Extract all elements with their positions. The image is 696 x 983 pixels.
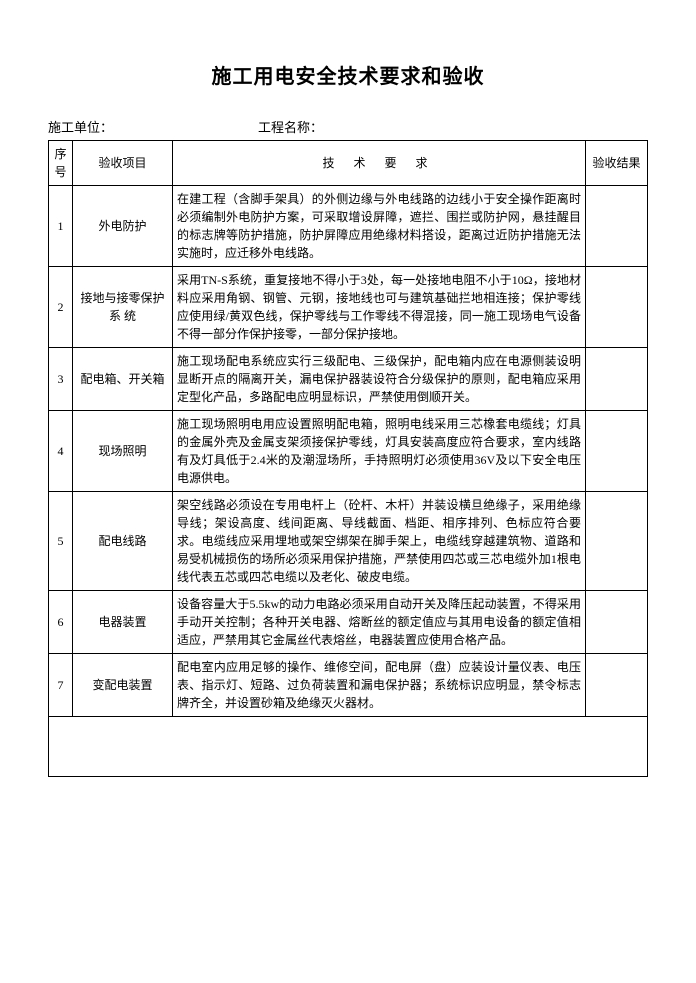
table-header-row: 序号 验收项目 技 术 要 求 验收结果 [49, 141, 648, 186]
header-line: 施工单位： 工程名称： [48, 117, 648, 136]
cell-req: 配电室内应用足够的操作、维修空间，配电屏（盘）应装设计量仪表、电压表、指示灯、短… [173, 654, 586, 717]
requirements-table: 序号 验收项目 技 术 要 求 验收结果 1 外电防护 在建工程（含脚手架具）的… [48, 140, 648, 777]
cell-req: 采用TN-S系统，重复接地不得小于3处，每一处接地电阻不小于10Ω，接地材料应采… [173, 267, 586, 348]
project-label: 工程名称： [258, 117, 323, 136]
col-header-item: 验收项目 [73, 141, 173, 186]
col-header-result: 验收结果 [586, 141, 648, 186]
cell-item: 接地与接零保护系 统 [73, 267, 173, 348]
cell-req: 施工现场照明电用应设置照明配电箱，照明电线采用三芯橡套电缆线；灯具的金属外壳及金… [173, 411, 586, 492]
cell-result [586, 411, 648, 492]
table-row: 5 配电线路 架空线路必须设在专用电杆上（砼杆、木杆）并装设横旦绝缘子，采用绝缘… [49, 492, 648, 591]
cell-req: 在建工程（含脚手架具）的外侧边缘与外电线路的边线小于安全操作距离时必须编制外电防… [173, 186, 586, 267]
table-row: 1 外电防护 在建工程（含脚手架具）的外侧边缘与外电线路的边线小于安全操作距离时… [49, 186, 648, 267]
cell-no: 6 [49, 591, 73, 654]
table-row: 4 现场照明 施工现场照明电用应设置照明配电箱，照明电线采用三芯橡套电缆线；灯具… [49, 411, 648, 492]
col-header-req: 技 术 要 求 [173, 141, 586, 186]
empty-cell [49, 717, 648, 777]
cell-no: 7 [49, 654, 73, 717]
table-row: 7 变配电装置 配电室内应用足够的操作、维修空间，配电屏（盘）应装设计量仪表、电… [49, 654, 648, 717]
cell-req: 架空线路必须设在专用电杆上（砼杆、木杆）并装设横旦绝缘子，采用绝缘导线；架设高度… [173, 492, 586, 591]
table-empty-row [49, 717, 648, 777]
cell-no: 3 [49, 348, 73, 411]
cell-result [586, 591, 648, 654]
table-row: 2 接地与接零保护系 统 采用TN-S系统，重复接地不得小于3处，每一处接地电阻… [49, 267, 648, 348]
cell-result [586, 654, 648, 717]
cell-item: 电器装置 [73, 591, 173, 654]
col-header-no: 序号 [49, 141, 73, 186]
cell-item: 变配电装置 [73, 654, 173, 717]
org-label: 施工单位： [48, 117, 258, 136]
cell-req: 设备容量大于5.5kw的动力电路必须采用自动开关及降压起动装置，不得采用手动开关… [173, 591, 586, 654]
table-row: 6 电器装置 设备容量大于5.5kw的动力电路必须采用自动开关及降压起动装置，不… [49, 591, 648, 654]
cell-no: 5 [49, 492, 73, 591]
cell-item: 现场照明 [73, 411, 173, 492]
cell-no: 1 [49, 186, 73, 267]
cell-result [586, 267, 648, 348]
cell-item: 配电箱、开关箱 [73, 348, 173, 411]
cell-result [586, 348, 648, 411]
cell-result [586, 186, 648, 267]
document-title: 施工用电安全技术要求和验收 [48, 60, 648, 89]
cell-item: 配电线路 [73, 492, 173, 591]
cell-result [586, 492, 648, 591]
table-row: 3 配电箱、开关箱 施工现场配电系统应实行三级配电、三级保护，配电箱内应在电源侧… [49, 348, 648, 411]
cell-no: 2 [49, 267, 73, 348]
cell-req: 施工现场配电系统应实行三级配电、三级保护，配电箱内应在电源侧装设明显断开点的隔离… [173, 348, 586, 411]
cell-no: 4 [49, 411, 73, 492]
cell-item: 外电防护 [73, 186, 173, 267]
